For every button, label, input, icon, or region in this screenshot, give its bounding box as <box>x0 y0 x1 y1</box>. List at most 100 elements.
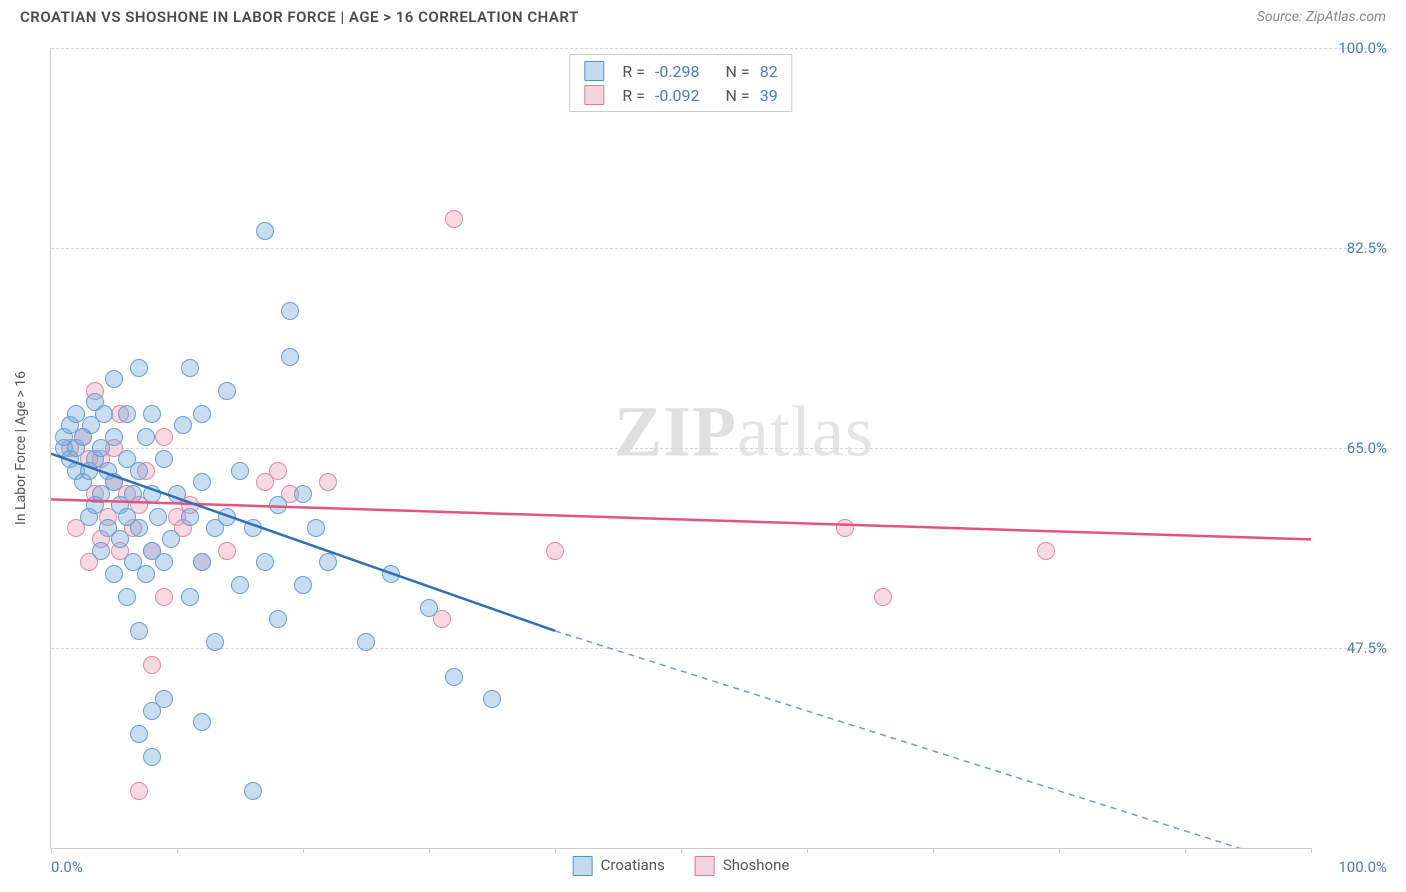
data-point-croatians <box>143 405 161 423</box>
gridline <box>51 448 1387 449</box>
data-point-croatians <box>445 668 463 686</box>
plot-area: ZIPatlas 47.5%65.0%82.5%100.0% R = -0.29… <box>50 48 1311 849</box>
data-point-croatians <box>420 599 438 617</box>
data-point-croatians <box>218 508 236 526</box>
data-point-croatians <box>281 348 299 366</box>
data-point-croatians <box>95 405 113 423</box>
data-point-croatians <box>124 485 142 503</box>
data-point-croatians <box>137 428 155 446</box>
data-point-shoshone <box>143 656 161 674</box>
data-point-croatians <box>357 633 375 651</box>
x-tick <box>177 848 178 853</box>
data-point-croatians <box>149 508 167 526</box>
trend-line <box>51 499 1311 539</box>
data-point-croatians <box>294 576 312 594</box>
data-point-croatians <box>155 690 173 708</box>
data-point-croatians <box>105 565 123 583</box>
legend-row-shoshone: R = -0.092 N = 39 <box>584 83 777 107</box>
data-point-croatians <box>294 485 312 503</box>
x-tick <box>1185 848 1186 853</box>
data-point-croatians <box>218 382 236 400</box>
trend-line-extrapolated <box>555 631 1311 848</box>
y-tick-label: 100.0% <box>1317 39 1387 57</box>
data-point-shoshone <box>319 473 337 491</box>
source-label: Source: ZipAtlas.com <box>1257 9 1386 25</box>
x-axis-max-label: 100.0% <box>1338 858 1387 876</box>
y-axis-title: In Labor Force | Age > 16 <box>13 371 29 525</box>
data-point-shoshone <box>130 782 148 800</box>
data-point-croatians <box>256 553 274 571</box>
data-point-shoshone <box>1037 542 1055 560</box>
data-point-croatians <box>382 565 400 583</box>
data-point-croatians <box>181 359 199 377</box>
x-tick <box>555 848 556 853</box>
x-tick <box>933 848 934 853</box>
gridline <box>51 648 1387 649</box>
x-tick <box>681 848 682 853</box>
data-point-shoshone <box>836 519 854 537</box>
data-point-croatians <box>118 588 136 606</box>
legend-item-shoshone: Shoshone <box>695 856 790 876</box>
data-point-croatians <box>193 713 211 731</box>
data-point-croatians <box>244 782 262 800</box>
data-point-shoshone <box>155 428 173 446</box>
data-point-croatians <box>155 450 173 468</box>
data-point-croatians <box>281 302 299 320</box>
data-point-croatians <box>111 530 129 548</box>
data-point-shoshone <box>445 210 463 228</box>
correlation-legend: R = -0.298 N = 82 R = -0.092 N = 39 <box>569 54 792 112</box>
data-point-croatians <box>92 542 110 560</box>
data-point-croatians <box>193 553 211 571</box>
data-point-shoshone <box>155 588 173 606</box>
x-tick <box>807 848 808 853</box>
gridline <box>51 248 1387 249</box>
data-point-croatians <box>130 622 148 640</box>
data-point-croatians <box>105 428 123 446</box>
y-tick-label: 82.5% <box>1317 239 1387 257</box>
data-point-shoshone <box>218 542 236 560</box>
data-point-croatians <box>130 359 148 377</box>
swatch-blue-icon <box>573 856 593 876</box>
data-point-croatians <box>181 508 199 526</box>
x-axis-min-label: 0.0% <box>51 858 83 876</box>
data-point-croatians <box>269 496 287 514</box>
chart-title: CROATIAN VS SHOSHONE IN LABOR FORCE | AG… <box>20 8 579 26</box>
data-point-croatians <box>130 519 148 537</box>
data-point-croatians <box>193 473 211 491</box>
y-tick-label: 47.5% <box>1317 639 1387 657</box>
data-point-croatians <box>137 565 155 583</box>
series-legend: Croatians Shoshone <box>573 856 790 876</box>
data-point-croatians <box>307 519 325 537</box>
data-point-croatians <box>319 553 337 571</box>
data-point-shoshone <box>269 462 287 480</box>
x-tick <box>1059 848 1060 853</box>
data-point-croatians <box>193 405 211 423</box>
swatch-blue-icon <box>584 61 604 81</box>
data-point-croatians <box>181 588 199 606</box>
data-point-croatians <box>130 462 148 480</box>
data-point-croatians <box>231 462 249 480</box>
watermark: ZIPatlas <box>614 391 874 474</box>
data-point-croatians <box>105 370 123 388</box>
data-point-croatians <box>143 485 161 503</box>
y-tick-label: 65.0% <box>1317 439 1387 457</box>
data-point-croatians <box>168 485 186 503</box>
legend-row-croatians: R = -0.298 N = 82 <box>584 59 777 83</box>
data-point-croatians <box>143 748 161 766</box>
data-point-croatians <box>130 725 148 743</box>
x-tick <box>1311 848 1312 853</box>
chart-container: ZIPatlas 47.5%65.0%82.5%100.0% R = -0.29… <box>50 48 1386 848</box>
data-point-croatians <box>118 405 136 423</box>
gridline <box>51 48 1387 49</box>
swatch-pink-icon <box>695 856 715 876</box>
data-point-croatians <box>483 690 501 708</box>
data-point-croatians <box>231 576 249 594</box>
x-tick <box>429 848 430 853</box>
data-point-shoshone <box>546 542 564 560</box>
data-point-croatians <box>206 633 224 651</box>
data-point-croatians <box>162 530 180 548</box>
swatch-pink-icon <box>584 85 604 105</box>
data-point-croatians <box>256 222 274 240</box>
legend-item-croatians: Croatians <box>573 856 665 876</box>
data-point-croatians <box>155 553 173 571</box>
